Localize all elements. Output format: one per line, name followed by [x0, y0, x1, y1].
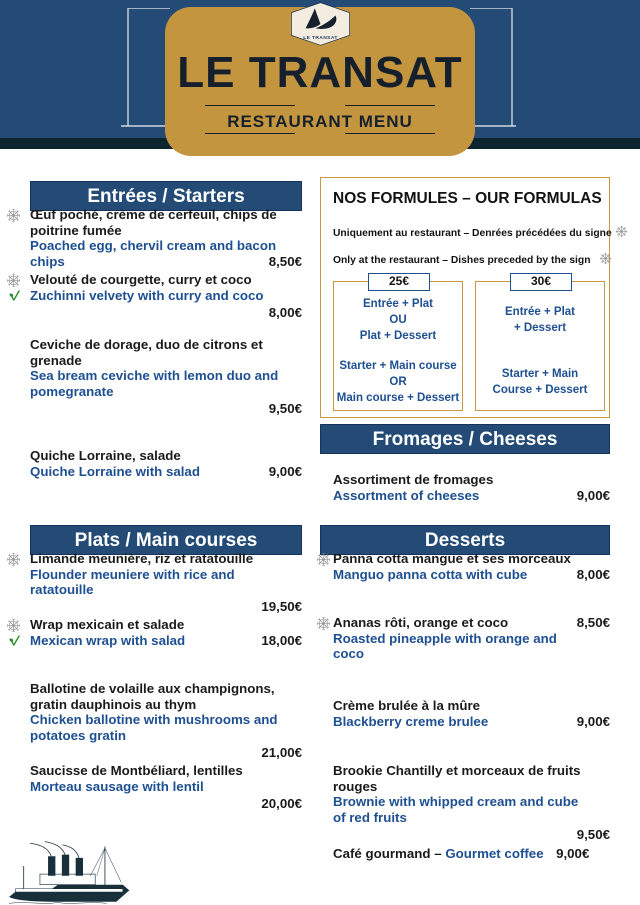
- svg-text:LE TRANSAT: LE TRANSAT: [303, 35, 338, 41]
